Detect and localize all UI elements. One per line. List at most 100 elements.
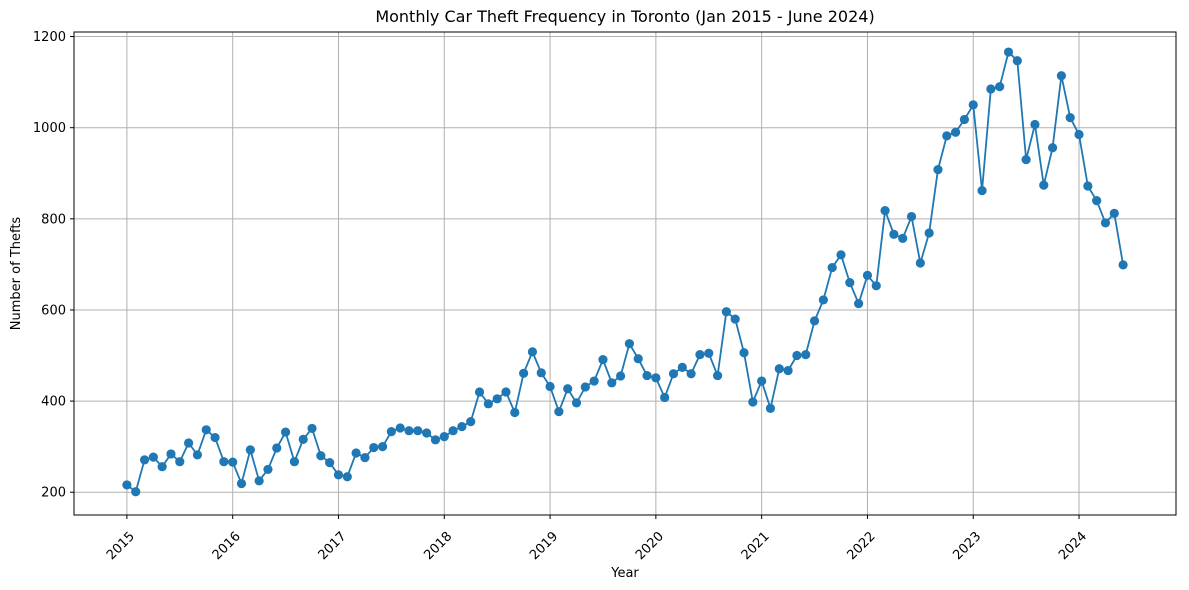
data-point: [721, 307, 731, 317]
data-point: [995, 82, 1005, 92]
data-point: [933, 165, 943, 175]
data-point: [298, 434, 308, 444]
data-point: [959, 114, 970, 125]
data-point: [1074, 129, 1084, 140]
data-point: [148, 452, 158, 462]
data-point: [915, 258, 925, 268]
data-point: [501, 387, 511, 397]
data-point: [439, 432, 449, 442]
data-point: [1083, 181, 1093, 191]
data-point: [519, 368, 529, 378]
data-point: [827, 262, 837, 273]
data-point: [307, 423, 317, 434]
data-point: [686, 369, 696, 379]
data-point: [166, 449, 176, 459]
data-point: [906, 211, 917, 222]
series-layer: [122, 47, 1128, 497]
data-point: [483, 399, 493, 409]
data-point: [325, 458, 335, 468]
data-point: [351, 448, 361, 458]
data-point: [175, 457, 185, 467]
data-point: [580, 382, 590, 392]
data-point: [845, 278, 855, 288]
chart-title: Monthly Car Theft Frequency in Toronto (…: [375, 7, 874, 26]
data-point: [598, 355, 608, 365]
x-tick-label: 2024: [1056, 529, 1090, 563]
data-point: [968, 100, 978, 110]
data-point: [695, 350, 705, 360]
data-point: [1092, 195, 1102, 206]
data-point: [510, 407, 520, 418]
plot-frame: [73, 31, 1177, 516]
y-tick-label: 1000: [33, 121, 66, 136]
x-tick-label: 2015: [104, 529, 138, 563]
data-point: [730, 314, 740, 324]
data-point: [677, 362, 687, 372]
data-point: [1109, 208, 1119, 218]
data-point: [898, 233, 908, 244]
data-point: [254, 476, 264, 486]
data-point: [986, 84, 996, 94]
data-point: [228, 457, 238, 467]
data-point: [1056, 71, 1066, 81]
data-point: [615, 371, 626, 381]
x-tick-label: 2021: [739, 529, 773, 563]
y-tick-label: 800: [41, 212, 66, 227]
data-point: [1039, 180, 1049, 190]
data-point: [1030, 119, 1040, 130]
y-tick-label: 200: [41, 486, 66, 501]
data-point: [660, 392, 670, 403]
data-point: [704, 348, 714, 358]
data-point: [589, 376, 599, 386]
data-point: [563, 384, 573, 394]
data-point: [836, 250, 846, 260]
data-point: [245, 445, 255, 455]
x-tick-label: 2020: [633, 529, 667, 563]
data-point: [977, 185, 987, 196]
data-point: [668, 369, 679, 379]
data-point: [712, 370, 723, 381]
data-point: [545, 381, 555, 392]
data-point: [342, 472, 352, 482]
data-point: [765, 403, 776, 413]
x-tick-label: 2018: [421, 529, 455, 563]
data-point: [783, 365, 793, 376]
data-point: [862, 270, 873, 280]
data-point: [871, 281, 881, 291]
data-point: [571, 398, 582, 408]
data-point: [1100, 218, 1111, 228]
data-point: [457, 422, 467, 432]
data-point: [316, 451, 326, 461]
data-point: [818, 295, 828, 305]
data-point: [263, 464, 273, 475]
data-point: [1065, 113, 1075, 123]
data-point: [854, 298, 864, 309]
data-point: [554, 406, 564, 417]
x-tick-label: 2017: [316, 529, 350, 563]
data-point: [139, 455, 150, 465]
data-point: [430, 435, 441, 445]
data-point: [360, 452, 370, 463]
data-point: [157, 462, 167, 472]
y-tick-label: 600: [41, 303, 66, 318]
data-point: [333, 470, 344, 480]
data-point: [289, 457, 299, 467]
data-point: [889, 229, 899, 239]
data-point: [624, 339, 635, 349]
axes: 200 400 600 800 1000 1200 2015 2016 2017 2018 2019…: [33, 30, 1090, 563]
data-point: [633, 354, 643, 364]
data-point: [413, 426, 423, 436]
data-point: [219, 457, 229, 467]
x-axis-label: Year: [610, 566, 639, 581]
data-point: [536, 368, 546, 378]
data-point: [280, 427, 291, 437]
data-point: [1021, 154, 1031, 165]
data-point: [739, 348, 749, 358]
data-point: [792, 350, 802, 361]
x-tick-label: 2023: [950, 529, 984, 563]
data-point: [201, 425, 211, 435]
y-tick-label: 400: [41, 395, 66, 410]
data-point: [642, 370, 652, 381]
data-point: [651, 373, 661, 383]
grid: [74, 32, 1176, 515]
